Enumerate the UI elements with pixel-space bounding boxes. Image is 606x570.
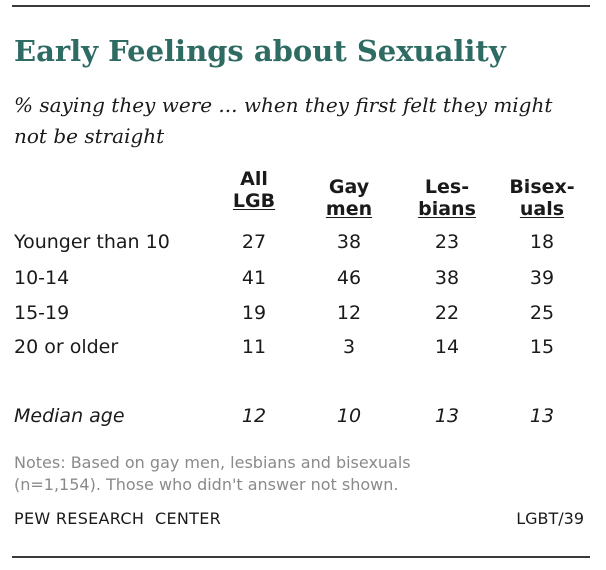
notes-line-1: Notes: Based on gay men, lesbians and bi… [14,453,411,472]
median-cell: 13 [434,405,460,427]
table-cell: 38 [434,267,460,289]
column-header-line2: uals [519,198,565,220]
median-cell: 13 [529,405,555,427]
column-header-all-lgb: All LGB [209,168,299,212]
column-header-line1: All [240,168,268,190]
table-cell: 11 [241,336,267,358]
column-header-line2: LGB [232,190,276,212]
table-cell: 18 [529,231,555,253]
row-label-younger-than-10: Younger than 10 [14,231,170,253]
column-header-line2: bians [418,198,476,220]
table-cell: 25 [529,302,555,324]
column-header-lesbians: Les- bians [402,176,492,220]
column-header-line2: men [325,198,373,220]
median-cell: 10 [336,405,362,427]
chart-notes: Notes: Based on gay men, lesbians and bi… [14,452,411,496]
table-cell: 46 [336,267,362,289]
chart-subtitle: % saying they were ... when they first f… [14,90,592,152]
bottom-rule [12,556,590,558]
table-cell: 3 [342,336,356,358]
subtitle-line-1: % saying they were ... when they first f… [14,93,553,117]
report-code: LGBT/39 [516,509,584,528]
table-cell: 39 [529,267,555,289]
table-cell: 27 [241,231,267,253]
row-label-10-14: 10-14 [14,267,70,289]
column-header-line1: Bisex- [509,176,575,198]
median-cell: 12 [241,405,267,427]
notes-line-2: (n=1,154). Those who didn't answer not s… [14,475,399,494]
table-cell: 14 [434,336,460,358]
row-label-15-19: 15-19 [14,302,70,324]
row-label-20-or-older: 20 or older [14,336,119,358]
chart-title: Early Feelings about Sexuality [14,34,506,68]
column-header-gay-men: Gay men [304,176,394,220]
column-header-line1: Gay [328,176,370,198]
table-cell: 38 [336,231,362,253]
column-header-bisexuals: Bisex- uals [497,176,587,220]
table-cell: 41 [241,267,267,289]
subtitle-line-2: not be straight [14,124,165,148]
source-label: PEW RESEARCH CENTER [14,509,222,528]
top-rule [12,5,590,7]
column-header-line1: Les- [424,176,470,198]
row-label-median-age: Median age [14,405,125,427]
table-cell: 12 [336,302,362,324]
table-cell: 15 [529,336,555,358]
table-cell: 19 [241,302,267,324]
table-cell: 22 [434,302,460,324]
table-cell: 23 [434,231,460,253]
